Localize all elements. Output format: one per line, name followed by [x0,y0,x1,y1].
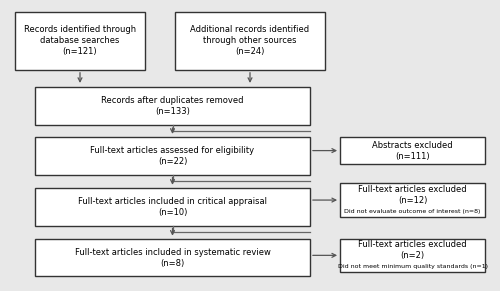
Text: Additional records identified: Additional records identified [190,25,310,34]
Text: (n=12): (n=12) [398,196,427,205]
Text: (n=133): (n=133) [155,107,190,116]
Text: Records identified through: Records identified through [24,25,136,34]
Text: database searches: database searches [40,36,119,45]
Text: Full-text articles included in systematic review: Full-text articles included in systemati… [74,248,270,256]
Text: (n=121): (n=121) [62,47,98,56]
Text: Records after duplicates removed: Records after duplicates removed [102,96,244,105]
Text: Full-text articles assessed for eligibility: Full-text articles assessed for eligibil… [90,146,254,155]
Text: (n=2): (n=2) [400,251,424,260]
Text: through other sources: through other sources [203,36,297,45]
Text: Full-text articles excluded: Full-text articles excluded [358,240,467,249]
Text: Abstracts excluded: Abstracts excluded [372,141,453,150]
Text: (n=24): (n=24) [236,47,264,56]
Text: Full-text articles included in critical appraisal: Full-text articles included in critical … [78,197,267,205]
FancyBboxPatch shape [15,12,145,70]
FancyBboxPatch shape [175,12,325,70]
FancyBboxPatch shape [35,239,310,276]
FancyBboxPatch shape [340,183,485,217]
Text: Did not evaluate outcome of interest (n=8): Did not evaluate outcome of interest (n=… [344,209,480,214]
FancyBboxPatch shape [35,137,310,175]
Text: (n=8): (n=8) [160,259,184,267]
Text: Did not meet minimum quality standards (n=1): Did not meet minimum quality standards (… [338,264,488,269]
FancyBboxPatch shape [35,188,310,226]
FancyBboxPatch shape [340,239,485,272]
FancyBboxPatch shape [35,87,310,125]
Text: (n=10): (n=10) [158,208,187,217]
Text: Full-text articles excluded: Full-text articles excluded [358,184,467,194]
Text: (n=111): (n=111) [395,152,430,161]
Text: (n=22): (n=22) [158,157,187,166]
FancyBboxPatch shape [340,137,485,164]
